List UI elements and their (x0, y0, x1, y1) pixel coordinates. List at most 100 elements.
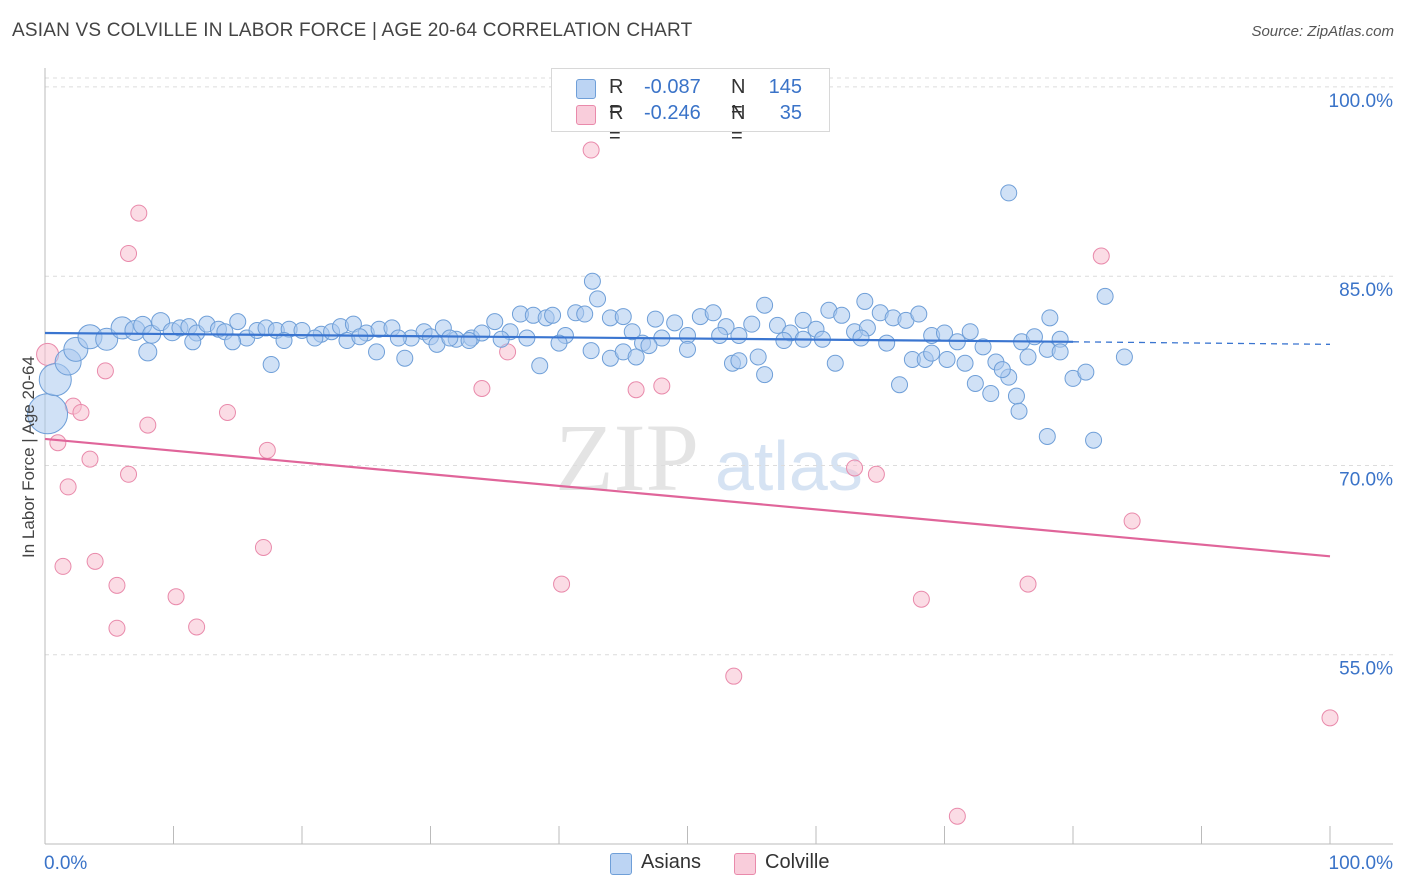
colville-trend-line (44, 437, 1331, 558)
asian-point (138, 342, 158, 362)
colville-point (120, 244, 138, 262)
colville-point (846, 459, 864, 477)
legend-n-value: 145 (768, 76, 802, 98)
asian-point (441, 329, 459, 347)
colville-point (553, 575, 571, 593)
chart-title: ASIAN VS COLVILLE IN LABOR FORCE | AGE 2… (12, 20, 693, 41)
asian-point (891, 376, 909, 394)
y-axis-label: In Labor Force | Age 20-64 (19, 356, 38, 558)
asian-point (1000, 184, 1018, 202)
asian-point (583, 272, 601, 290)
asian-point (646, 310, 664, 328)
colville-point (120, 465, 138, 483)
legend-r-value: -0.087 (644, 76, 701, 98)
colville-point (72, 403, 90, 421)
colville-point (582, 141, 600, 159)
correlation-legend: R = -0.087 N = 145 R = -0.246 N = 35 (551, 68, 830, 147)
asian-point (856, 292, 874, 310)
legend-n-label: N = (731, 76, 746, 121)
colville-point (258, 441, 276, 459)
colville-swatch (576, 105, 596, 125)
trend-lines (44, 331, 1331, 558)
asian-point (974, 338, 992, 356)
colville-point (948, 807, 966, 825)
asian-point (711, 326, 729, 344)
colville-point (139, 416, 157, 434)
colville-point (473, 379, 491, 397)
asian-point (768, 316, 786, 334)
colville-point (86, 552, 104, 570)
asian-point (396, 349, 414, 367)
asian-point (743, 315, 761, 333)
asian-point (666, 314, 684, 332)
asian-point (704, 304, 722, 322)
asian-point (749, 348, 767, 366)
asian-point (229, 313, 247, 331)
colville-point (108, 576, 126, 594)
asian-point (576, 305, 594, 323)
colville-point (1321, 709, 1339, 727)
colville-point (49, 434, 67, 452)
colville-legend-label: Colville (765, 851, 830, 873)
y-tick-label: 85.0% (1339, 280, 1393, 301)
watermark-zip: ZIP (555, 404, 699, 511)
asians-series (27, 184, 1133, 449)
asian-point (627, 348, 645, 366)
colville-point (218, 403, 236, 421)
legend-n-label: N = (731, 102, 746, 147)
asian-point (1041, 309, 1059, 327)
colville-legend-swatch (734, 853, 756, 875)
asian-point (1051, 343, 1069, 361)
colville-point (167, 588, 185, 606)
asian-point (262, 356, 280, 374)
asian-point (1019, 348, 1037, 366)
asian-point (531, 357, 549, 375)
legend-n-value: 35 (779, 102, 802, 124)
asian-point (184, 333, 202, 351)
asian-point (966, 374, 984, 392)
axis-labels: 55.0% 70.0% 85.0% 100.0% 0.0% 100.0% In Labor … (19, 91, 1393, 874)
asian-point (544, 306, 562, 324)
watermark: ZIP atlas (555, 404, 863, 511)
asian-point (1038, 427, 1056, 445)
colville-point (653, 377, 671, 395)
asian-point (910, 305, 928, 323)
asian-point (961, 323, 979, 341)
grid-lines (45, 77, 1393, 656)
watermark-atlas: atlas (715, 427, 863, 505)
asian-point (1085, 431, 1103, 449)
colville-point (1123, 512, 1141, 530)
colville-point (59, 478, 77, 496)
asian-point (775, 332, 793, 350)
asians-legend-swatch (610, 853, 632, 875)
asian-point (589, 290, 607, 308)
asian-point (1096, 287, 1114, 305)
asian-point (826, 354, 844, 372)
colville-point (867, 465, 885, 483)
asian-point (1007, 387, 1025, 405)
asian-point (794, 311, 812, 329)
asians-swatch (576, 79, 596, 99)
asian-point (368, 343, 386, 361)
colville-point (1092, 247, 1110, 265)
asians-trend-extension (1072, 341, 1331, 345)
colville-point (54, 557, 72, 575)
axes (44, 68, 1393, 845)
y-tick-label: 100.0% (1329, 91, 1394, 112)
asian-point (982, 385, 1000, 403)
asians-legend-label: Asians (641, 851, 702, 873)
colville-point (912, 590, 930, 608)
legend-r-value: -0.246 (644, 102, 701, 124)
asian-point (550, 334, 568, 352)
asian-point (306, 329, 324, 347)
colville-point (725, 667, 743, 685)
asian-point (956, 354, 974, 372)
legend-r-label: R = (609, 102, 624, 147)
y-tick-label: 55.0% (1339, 659, 1393, 680)
asian-point (389, 329, 407, 347)
asian-point (224, 333, 242, 351)
y-tick-label: 70.0% (1339, 469, 1393, 490)
colville-point (188, 618, 206, 636)
legend-r-label: R = (609, 76, 624, 121)
asian-point (878, 334, 896, 352)
